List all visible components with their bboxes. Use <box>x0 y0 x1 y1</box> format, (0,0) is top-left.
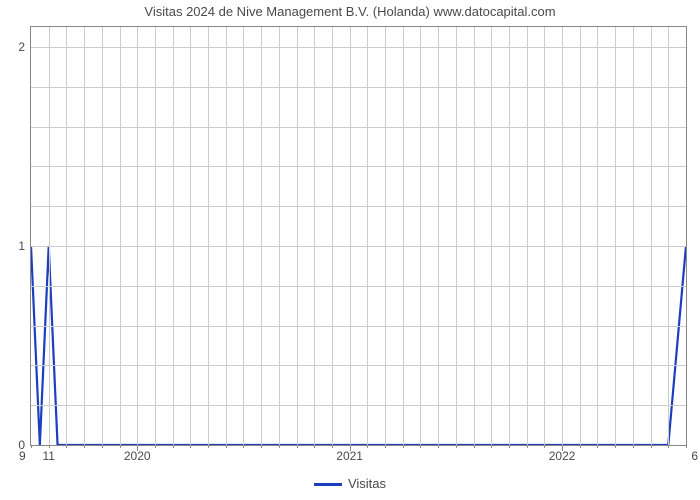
vgrid-line <box>597 27 598 445</box>
y-tick-label: 2 <box>18 40 25 54</box>
x-tick-label: 2022 <box>549 449 576 463</box>
vgrid-line <box>49 27 50 445</box>
x-tick-minor <box>66 445 67 448</box>
x-tick-minor <box>314 445 315 448</box>
chart-container: Visitas 2024 de Nive Management B.V. (Ho… <box>0 0 700 500</box>
vgrid-line <box>137 27 138 445</box>
x-tick-minor <box>297 445 298 448</box>
x-tick-minor <box>474 445 475 448</box>
vgrid-line <box>403 27 404 445</box>
series-line <box>31 27 686 445</box>
x-tick-minor <box>120 445 121 448</box>
x-tick-minor <box>580 445 581 448</box>
x-tick-minor <box>456 445 457 448</box>
vgrid-line <box>580 27 581 445</box>
legend-swatch <box>314 483 342 486</box>
hgrid-line <box>31 286 686 287</box>
vgrid-line <box>491 27 492 445</box>
x-tick-minor <box>438 445 439 448</box>
x-tick-minor <box>491 445 492 448</box>
x-tick-minor <box>173 445 174 448</box>
vgrid-line <box>350 27 351 445</box>
legend: Visitas <box>0 476 700 491</box>
chart-title: Visitas 2024 de Nive Management B.V. (Ho… <box>0 4 700 19</box>
vgrid-line <box>84 27 85 445</box>
x-tick-minor <box>49 445 50 448</box>
x-tick-minor <box>208 445 209 448</box>
x-tick-label: 2021 <box>336 449 363 463</box>
plot-area: 0122020202120229116 <box>30 26 687 446</box>
x-tick-minor <box>403 445 404 448</box>
vgrid-line <box>297 27 298 445</box>
vgrid-line <box>208 27 209 445</box>
x-tick-minor <box>385 445 386 448</box>
hgrid-line <box>31 87 686 88</box>
hgrid-line <box>31 166 686 167</box>
vgrid-line <box>261 27 262 445</box>
x-tick-label: 2020 <box>124 449 151 463</box>
vgrid-line <box>633 27 634 445</box>
hgrid-line <box>31 326 686 327</box>
vgrid-line <box>66 27 67 445</box>
x-tick-minor <box>615 445 616 448</box>
vgrid-line <box>527 27 528 445</box>
vgrid-line <box>651 27 652 445</box>
x-tick-minor <box>651 445 652 448</box>
hgrid-line <box>31 127 686 128</box>
vgrid-line <box>226 27 227 445</box>
vgrid-line <box>279 27 280 445</box>
hgrid-line <box>31 246 686 247</box>
x-tick-minor <box>597 445 598 448</box>
hgrid-line <box>31 405 686 406</box>
x-tick-minor <box>509 445 510 448</box>
x-tick-minor <box>84 445 85 448</box>
vgrid-line <box>155 27 156 445</box>
x-tick-minor <box>633 445 634 448</box>
x-edge-label: 11 <box>42 449 54 463</box>
vgrid-line <box>120 27 121 445</box>
x-tick-minor <box>668 445 669 448</box>
vgrid-line <box>190 27 191 445</box>
x-tick-minor <box>31 445 32 448</box>
vgrid-line <box>367 27 368 445</box>
hgrid-line <box>31 206 686 207</box>
x-tick-minor <box>544 445 545 448</box>
x-tick-minor <box>226 445 227 448</box>
vgrid-line <box>385 27 386 445</box>
vgrid-line <box>668 27 669 445</box>
x-tick-minor <box>527 445 528 448</box>
vgrid-line <box>544 27 545 445</box>
legend-label: Visitas <box>348 476 386 491</box>
vgrid-line <box>420 27 421 445</box>
x-edge-label: 9 <box>19 449 26 463</box>
x-tick-minor <box>686 445 687 448</box>
vgrid-line <box>243 27 244 445</box>
vgrid-line <box>615 27 616 445</box>
x-tick-minor <box>367 445 368 448</box>
x-tick-minor <box>243 445 244 448</box>
vgrid-line <box>509 27 510 445</box>
vgrid-line <box>173 27 174 445</box>
x-tick-minor <box>190 445 191 448</box>
vgrid-line <box>438 27 439 445</box>
x-tick-minor <box>155 445 156 448</box>
vgrid-line <box>314 27 315 445</box>
vgrid-line <box>562 27 563 445</box>
hgrid-line <box>31 47 686 48</box>
x-tick-minor <box>279 445 280 448</box>
vgrid-line <box>102 27 103 445</box>
vgrid-line <box>456 27 457 445</box>
x-tick-minor <box>261 445 262 448</box>
hgrid-line <box>31 365 686 366</box>
x-tick-minor <box>420 445 421 448</box>
x-tick-minor <box>332 445 333 448</box>
y-tick-label: 1 <box>18 239 25 253</box>
vgrid-line <box>474 27 475 445</box>
vgrid-line <box>332 27 333 445</box>
x-edge-label: 6 <box>691 449 698 463</box>
x-tick-minor <box>102 445 103 448</box>
